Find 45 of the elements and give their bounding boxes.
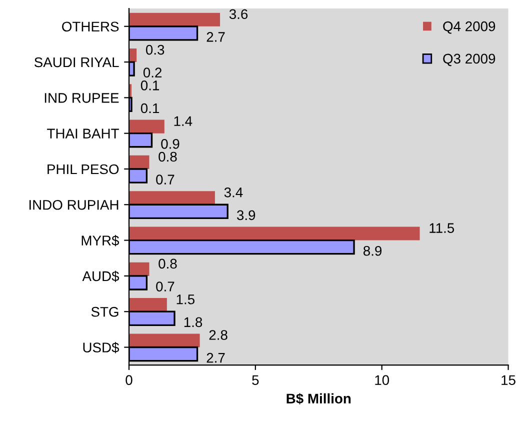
bar (129, 120, 164, 134)
data-label: 0.1 (140, 80, 160, 90)
x-tick-label: 10 (375, 375, 390, 386)
data-label: 0.8 (158, 152, 177, 162)
data-label: 1.5 (176, 294, 194, 304)
data-label: 3.4 (224, 187, 243, 198)
bar (129, 334, 200, 348)
data-label: 2.7 (206, 32, 225, 42)
y-tick-label: STG (91, 306, 118, 317)
bar (129, 155, 150, 169)
bar (129, 298, 167, 312)
y-tick-label: OTHERS (62, 22, 119, 32)
x-tick-label: 15 (502, 375, 516, 386)
y-tick-label: SAUDI RIYAL (34, 57, 119, 68)
y-tick-label: USD$ (83, 342, 120, 354)
bar (129, 12, 220, 26)
data-label: 11.5 (430, 223, 454, 233)
y-tick-label: AUD$ (82, 270, 120, 282)
bar (129, 262, 150, 276)
x-tick-label: 0 (126, 375, 132, 386)
data-label: 2.7 (206, 352, 225, 363)
y-tick-label: PHIL PESO (48, 164, 119, 174)
data-label: 2.8 (209, 330, 228, 340)
bar (129, 226, 420, 240)
y-tick-label: THAI BAHT (47, 128, 119, 138)
data-label: 1.8 (184, 317, 202, 328)
data-label: 8.9 (363, 246, 382, 256)
data-label: 1.4 (174, 116, 192, 126)
data-label: 0.7 (156, 282, 174, 292)
data-label: 0.1 (140, 103, 160, 114)
y-tick-label: IND RUPEE (44, 93, 119, 103)
y-tick-label: MYR$ (82, 235, 120, 246)
x-axis-title: B$ Million (286, 393, 351, 404)
legend-label: Q4 2009 (443, 21, 496, 34)
y-tick-label: INDO RUPIAH (30, 200, 118, 210)
data-label: 3.9 (236, 210, 256, 220)
data-label: 0.9 (161, 138, 180, 149)
bar (129, 191, 215, 205)
data-label: 0.7 (156, 174, 174, 184)
x-tick-label: 5 (252, 375, 259, 386)
legend-label: Q3 2009 (443, 54, 496, 66)
data-label: 3.6 (229, 9, 248, 20)
data-label: 0.2 (143, 68, 162, 78)
data-label: 0.3 (146, 44, 164, 55)
data-label: 0.8 (158, 258, 177, 269)
